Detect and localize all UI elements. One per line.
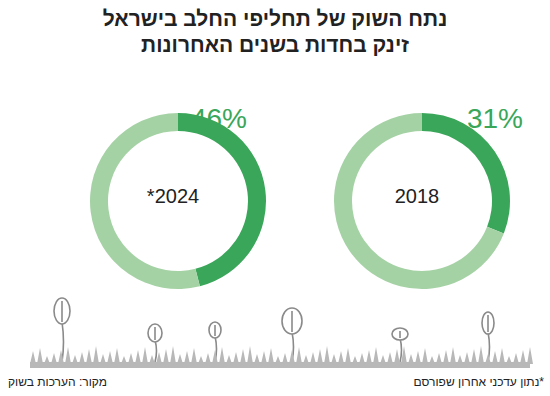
html-text:זינק בחדות בשנים האחרונות: זינק בחדות בשנים האחרונות xyxy=(141,33,409,56)
svg-text:*2024: *2024 xyxy=(147,185,199,207)
svg-text:31%: 31% xyxy=(467,103,523,134)
html-text:מקור: הערכות בשוק: מקור: הערכות בשוק xyxy=(8,375,107,389)
svg-text:46%: 46% xyxy=(191,103,247,134)
html-text:נתח השוק של תחליפי החלב בישראל: נתח השוק של תחליפי החלב בישראל xyxy=(102,7,448,30)
svg-text:2018: 2018 xyxy=(395,185,440,207)
html-text:*נתון עדכני אחרון שפורסם: *נתון עדכני אחרון שפורסם xyxy=(413,375,544,389)
